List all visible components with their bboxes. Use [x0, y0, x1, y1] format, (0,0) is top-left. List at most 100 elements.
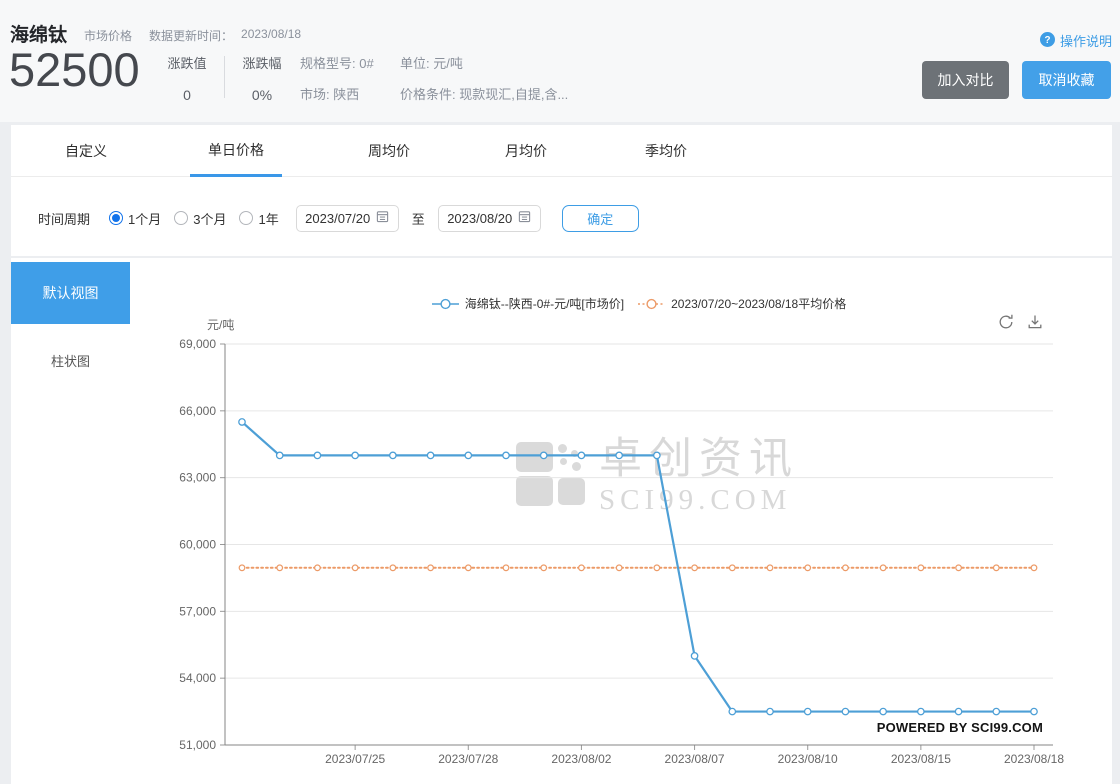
- period-options: 1个月 3个月 1年: [109, 209, 279, 228]
- data-point: [728, 707, 737, 716]
- download-icon[interactable]: [1026, 313, 1044, 336]
- chart-card: 默认视图 柱状图 海绵钛--陕西-0#-元/吨[市场价] 2023/07/20~2…: [11, 258, 1112, 784]
- avg-point: [502, 564, 510, 572]
- data-point: [690, 652, 699, 660]
- data-point: [766, 707, 774, 716]
- data-point: [313, 451, 322, 460]
- svg-text:2023/08/10: 2023/08/10: [778, 752, 838, 766]
- avg-point: [540, 564, 548, 572]
- confirm-button[interactable]: 确定: [561, 204, 639, 232]
- price-type-label: 市场价格: [84, 29, 133, 43]
- period-radio-2[interactable]: 3个月: [174, 209, 226, 228]
- tabs: 自定义 单日价格 周均价 月均价 季均价: [11, 125, 1112, 177]
- avg-point: [351, 564, 359, 572]
- data-point: [539, 451, 548, 460]
- divider: [224, 56, 225, 98]
- watermark-cn: 卓创资讯: [599, 435, 799, 483]
- data-point: [653, 451, 661, 460]
- calendar-icon: [518, 210, 531, 226]
- avg-point: [314, 564, 321, 572]
- data-point: [615, 451, 623, 460]
- tab-1[interactable]: 自定义: [65, 143, 107, 159]
- data-point: [954, 707, 963, 716]
- unfavorite-button[interactable]: 取消收藏: [1022, 61, 1111, 99]
- help-label: 操作说明: [1059, 34, 1112, 49]
- avg-point: [427, 564, 434, 572]
- avg-point: [879, 564, 887, 572]
- avg-point: [578, 564, 585, 572]
- svg-text:51,000: 51,000: [179, 738, 216, 752]
- condition-label: 价格条件: 现款现汇,自提,含...: [400, 87, 569, 102]
- legend-item-1[interactable]: 海绵钛--陕西-0#-元/吨[市场价]: [431, 295, 624, 312]
- svg-text:2023/07/28: 2023/07/28: [438, 752, 498, 766]
- tab-4[interactable]: 月均价: [505, 143, 547, 159]
- end-date-value: 2023/08/20: [447, 210, 513, 226]
- data-point: [426, 451, 435, 460]
- change-value-col: 涨跌值 0: [163, 53, 211, 103]
- svg-text:57,000: 57,000: [179, 604, 216, 618]
- data-point: [275, 451, 284, 460]
- legend-item-2[interactable]: 2023/07/20~2023/08/18平均价格: [638, 295, 846, 312]
- svg-text:60,000: 60,000: [179, 538, 216, 552]
- tab-3[interactable]: 周均价: [368, 143, 410, 159]
- start-date-value: 2023/07/20: [305, 210, 371, 226]
- powered-by-label: POWERED BY SCI99.COM: [876, 720, 1043, 735]
- avg-point: [728, 564, 736, 572]
- tab-5[interactable]: 季均价: [645, 143, 687, 159]
- tab-2[interactable]: 单日价格: [190, 125, 282, 177]
- y-axis-unit: 元/吨: [207, 318, 235, 332]
- update-time-date: 2023/08/18: [241, 27, 302, 41]
- to-label: 至: [411, 211, 425, 227]
- avg-point: [917, 564, 925, 572]
- unit-condition-info: 单位: 元/吨 价格条件: 现款现汇,自提,含...: [400, 53, 610, 103]
- avg-point: [955, 564, 962, 572]
- svg-text:2023/07/25: 2023/07/25: [325, 752, 385, 766]
- current-price: 52500: [9, 43, 140, 96]
- sidebar-item-bar-chart[interactable]: 柱状图: [50, 354, 90, 369]
- spec-market-info: 规格型号: 0# 市场: 陕西: [300, 53, 374, 103]
- page-title: 海绵钛: [10, 25, 68, 46]
- period-label: 时间周期: [38, 211, 91, 227]
- period-radio-1[interactable]: 1个月: [109, 209, 161, 228]
- price-chart: 51,000 54,000 57,000 60,000 63,000 66,000 69,0…: [179, 337, 1064, 766]
- help-link[interactable]: ? 操作说明: [1039, 31, 1112, 50]
- spec-label: 规格型号: 0#: [300, 56, 374, 71]
- market-label: 市场: 陕西: [300, 87, 360, 102]
- update-time-label: 数据更新时间：: [149, 29, 234, 43]
- svg-text:2023/08/02: 2023/08/02: [551, 752, 611, 766]
- refresh-icon[interactable]: [997, 313, 1015, 336]
- avg-point: [238, 564, 246, 572]
- watermark-en: SCI99.COM: [599, 484, 792, 516]
- svg-text:66,000: 66,000: [179, 404, 216, 418]
- data-point: [803, 707, 812, 716]
- change-value-label: 涨跌值: [167, 56, 207, 71]
- question-circle-icon: ?: [1039, 31, 1055, 50]
- change-pct-label: 涨跌幅: [242, 56, 282, 71]
- controls-card: 自定义 单日价格 周均价 月均价 季均价 时间周期 1个月 3个月 1年 2023/07/2…: [11, 125, 1112, 256]
- avg-point: [992, 564, 1000, 572]
- avg-point: [842, 564, 849, 572]
- radio-selected-icon: [109, 211, 124, 225]
- end-date-input[interactable]: 2023/08/20: [437, 204, 541, 232]
- start-date-input[interactable]: 2023/07/20: [295, 204, 399, 232]
- chart-toolbox: [997, 313, 1044, 336]
- add-compare-button[interactable]: 加入对比: [922, 61, 1009, 99]
- calendar-icon: [376, 210, 389, 226]
- avg-point: [1030, 564, 1038, 572]
- data-point: [351, 451, 359, 460]
- avg-point: [389, 564, 397, 572]
- avg-point: [615, 564, 623, 572]
- data-point: [1030, 707, 1038, 716]
- svg-text:54,000: 54,000: [179, 671, 216, 685]
- avg-point: [464, 564, 472, 572]
- sidebar-item-default-view[interactable]: 默认视图: [11, 262, 130, 324]
- svg-text:2023/08/07: 2023/08/07: [665, 752, 725, 766]
- svg-text:?: ?: [1044, 34, 1050, 45]
- period-row: 时间周期 1个月 3个月 1年 2023/07/20 至 2023/08/20 确定: [38, 204, 639, 232]
- change-value: 0: [183, 87, 191, 103]
- update-time: 数据更新时间： 2023/08/18: [149, 27, 301, 44]
- svg-text:2023/08/18: 2023/08/18: [1004, 752, 1064, 766]
- svg-text:69,000: 69,000: [179, 337, 216, 351]
- data-point: [464, 451, 473, 460]
- period-radio-3[interactable]: 1年: [239, 209, 279, 228]
